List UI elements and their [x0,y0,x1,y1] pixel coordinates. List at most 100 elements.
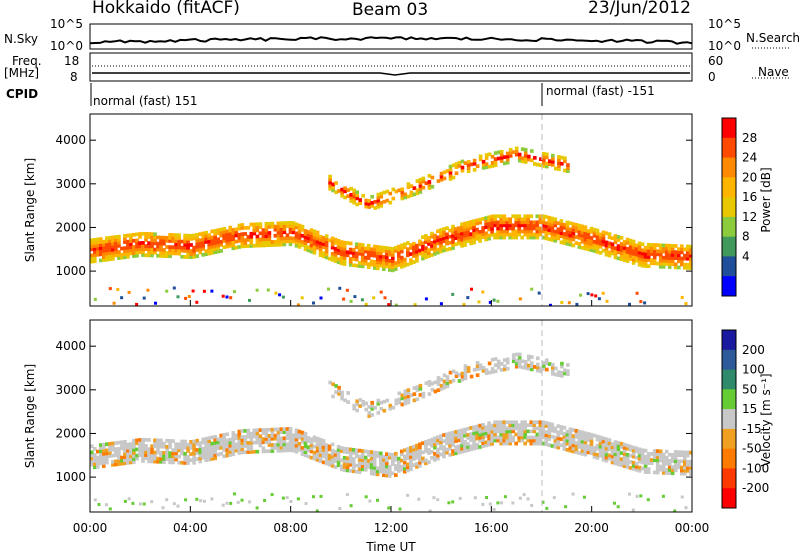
heatmap-cell [135,447,139,452]
heatmap-cell [330,460,335,465]
heatmap-cell [168,254,172,259]
heatmap-cell [342,250,347,254]
heatmap-cell [417,497,421,501]
heatmap-cell [643,448,648,453]
heatmap-cell [192,454,196,459]
heatmap-cell [403,460,407,465]
heatmap-cell [285,233,290,237]
heatmap-cell [370,404,374,408]
heatmap-cell [529,226,534,231]
heatmap-cell [264,240,269,245]
heatmap-cell [604,240,609,245]
heatmap-cell [221,294,225,298]
heatmap-cell [583,431,588,436]
heatmap-cell [574,235,579,239]
heatmap-cell [165,254,169,258]
heatmap-cell [159,244,163,249]
heatmap-cell [475,164,480,168]
heatmap-cell [448,440,452,445]
heatmap-cell [514,235,518,240]
heatmap-cell [625,253,630,257]
heatmap-cell [372,266,377,270]
heatmap-cell [267,437,272,441]
heatmap-cell [246,447,251,451]
heatmap-cell [529,214,534,219]
heatmap-cell [351,448,356,452]
heatmap-cell [427,251,431,255]
heatmap-cell [369,247,374,252]
heatmap-cell [545,358,549,363]
heatmap-cell [533,162,537,166]
heatmap-cell [538,217,543,222]
heatmap-cell [364,407,368,412]
heatmap-cell [409,467,413,472]
heatmap-cell [442,170,447,175]
heatmap-cell [412,398,417,403]
heatmap-cell [520,359,525,364]
heatmap-cell [306,454,311,459]
heatmap-cell [460,371,465,376]
heatmap-cell [351,254,356,258]
heatmap-cell [418,460,422,465]
heatmap-cell [478,230,482,234]
heatmap-cell [327,453,332,458]
heatmap-cell [400,196,405,201]
heatmap-cell [394,189,399,194]
heatmap-cell [132,254,136,258]
heatmap-cell [138,235,142,239]
colorbar-tick-label: 100 [742,363,765,377]
heatmap-cell [243,244,248,248]
heatmap-cell [355,399,359,404]
heatmap-cell [291,436,296,441]
colorbar-swatch [722,256,736,277]
heatmap-cell [285,430,290,434]
heatmap-cell [448,434,452,439]
heatmap-cell [646,246,651,250]
heatmap-cell [216,243,220,248]
heatmap-cell [472,225,476,230]
heatmap-cell [246,235,251,239]
heatmap-cell [517,226,521,231]
heatmap-cell [397,263,401,267]
heatmap-cell [369,471,374,476]
heatmap-cell [291,239,296,244]
heatmap-cell [363,449,368,454]
heatmap-cell [589,445,594,449]
heatmap-cell [99,443,103,447]
heatmap-cell [285,224,290,228]
heatmap-cell [607,235,612,240]
heatmap-cell [397,250,401,255]
heatmap-cell [261,234,266,239]
heatmap-cell [382,464,386,468]
heatmap-cell [478,239,482,243]
heatmap-cell [457,447,461,452]
heatmap-cell [568,221,573,226]
heatmap-cell [285,445,290,450]
heatmap-cell [667,465,672,469]
heatmap-cell [580,236,585,241]
heatmap-cell [117,244,121,248]
heatmap-cell [189,446,193,450]
heatmap-cell [126,252,130,256]
heatmap-cell [460,440,464,445]
heatmap-cell [117,240,121,245]
heatmap-cell [448,177,453,181]
heatmap-cell [477,300,481,304]
heatmap-cell [297,235,302,240]
heatmap-cell [153,444,157,449]
heatmap-cell [372,459,377,464]
heatmap-cell [93,447,97,451]
heatmap-cell [433,439,437,444]
heatmap-cell [309,249,314,254]
heatmap-cell [117,446,121,451]
heatmap-cell [123,249,127,253]
heatmap-cell [478,363,483,368]
heatmap-cell [622,461,627,465]
heatmap-cell [574,432,579,436]
heatmap-cell [406,182,411,186]
heatmap-cell [324,246,329,251]
heatmap-cell [174,454,178,459]
heatmap-cell [613,458,618,463]
heatmap-cell [330,254,335,259]
colorbar-tick-label: -15 [742,422,762,436]
